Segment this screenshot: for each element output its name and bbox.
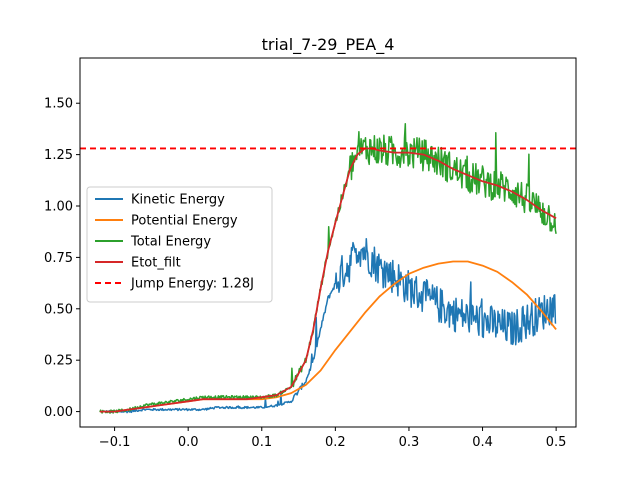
y-tick-label: 0.50 — [44, 302, 73, 317]
axes-frame — [79, 57, 577, 428]
x-tick-label: 0.0 — [178, 435, 199, 450]
y-tick-label: 0.25 — [44, 354, 73, 369]
x-tick-label: 0.4 — [472, 435, 493, 450]
y-tick-label: 1.00 — [44, 200, 73, 215]
y-tick-label: 1.50 — [44, 97, 73, 112]
x-axis: −0.1 0.0 0.1 0.2 0.3 0.4 0.5 — [99, 427, 567, 450]
chart-title: trial_7-29_PEA_4 — [262, 35, 395, 55]
y-tick-label: 0.00 — [44, 405, 73, 420]
x-tick-label: −0.1 — [99, 435, 131, 450]
series-line-etot-filt — [99, 147, 557, 413]
x-tick-label: 0.5 — [546, 435, 567, 450]
y-axis: 0.00 0.25 0.50 0.75 1.00 1.25 1.50 — [44, 97, 80, 420]
legend-label: Potential Energy — [131, 214, 238, 229]
x-tick-label: 0.3 — [399, 435, 420, 450]
legend-label: Total Energy — [130, 235, 211, 250]
legend: Kinetic Energy Potential Energy Total Ener… — [86, 186, 273, 303]
legend-label: Etot_filt — [131, 256, 181, 271]
legend-label: Kinetic Energy — [131, 193, 225, 208]
legend-box — [86, 186, 273, 303]
legend-label: Jump Energy: 1.28J — [130, 277, 254, 292]
plot-area — [80, 123, 576, 414]
y-tick-label: 0.75 — [44, 251, 73, 266]
y-tick-label: 1.25 — [44, 148, 73, 163]
series-line-kinetic-energy — [99, 237, 557, 414]
x-tick-label: 0.1 — [251, 435, 272, 450]
x-tick-label: 0.2 — [325, 435, 346, 450]
